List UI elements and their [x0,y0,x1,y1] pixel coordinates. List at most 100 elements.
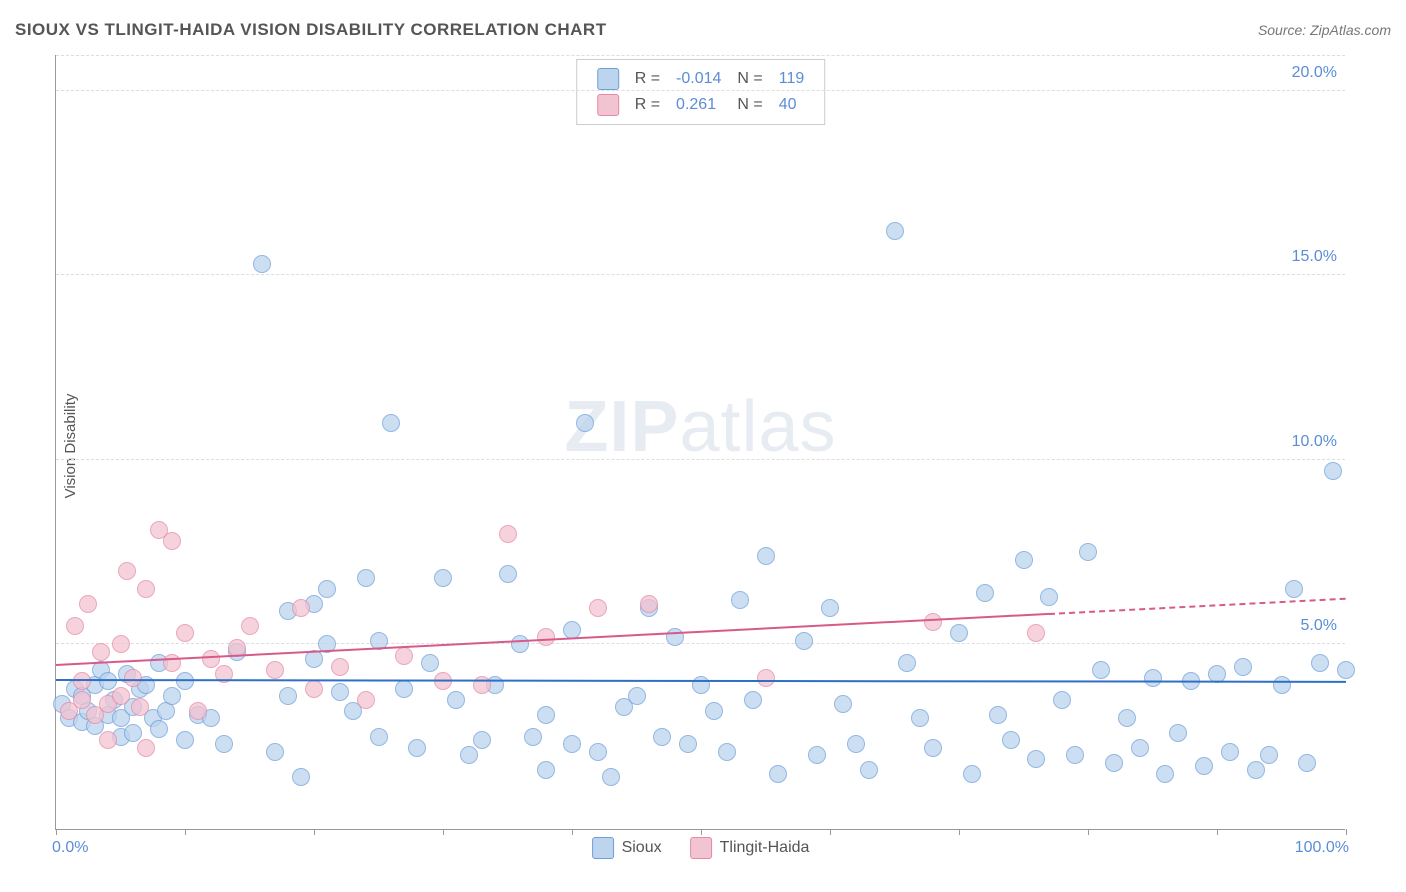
data-point [163,687,181,705]
data-point [1247,761,1265,779]
n-label: N = [729,92,770,118]
n-value-tlingit: 40 [771,92,813,118]
data-point [331,658,349,676]
data-point [653,728,671,746]
data-point [963,765,981,783]
data-point [99,731,117,749]
data-point [769,765,787,783]
data-point [460,746,478,764]
gridline [56,55,1345,56]
title-bar: SIOUX VS TLINGIT-HAIDA VISION DISABILITY… [15,20,1391,40]
x-tick [1088,829,1089,835]
swatch-sioux [597,68,619,90]
data-point [79,595,97,613]
data-point [808,746,826,764]
data-point [679,735,697,753]
data-point [821,599,839,617]
data-point [589,743,607,761]
data-point [499,565,517,583]
data-point [112,635,130,653]
swatch-sioux-icon [592,837,614,859]
data-point [1027,750,1045,768]
data-point [292,599,310,617]
data-point [898,654,916,672]
data-point [692,676,710,694]
x-tick [443,829,444,835]
gridline [56,274,1345,275]
data-point [795,632,813,650]
data-point [911,709,929,727]
legend-stats: R = -0.014 N = 119 R = 0.261 N = 40 [576,59,826,125]
data-point [976,584,994,602]
plot-area: ZIPatlas R = -0.014 N = 119 R = 0.261 N … [55,55,1345,830]
data-point [744,691,762,709]
data-point [1285,580,1303,598]
data-point [602,768,620,786]
data-point [357,569,375,587]
data-point [1311,654,1329,672]
data-point [537,628,555,646]
data-point [189,702,207,720]
data-point [73,672,91,690]
data-point [860,761,878,779]
gridline [56,643,1345,644]
data-point [757,547,775,565]
data-point [163,532,181,550]
y-tick-label: 10.0% [1292,433,1337,451]
legend-row-sioux: R = -0.014 N = 119 [589,66,813,92]
data-point [357,691,375,709]
data-point [1040,588,1058,606]
data-point [241,617,259,635]
data-point [163,654,181,672]
data-point [1053,691,1071,709]
data-point [279,687,297,705]
legend-series: Sioux Tlingit-Haida [592,837,810,859]
y-tick-label: 15.0% [1292,248,1337,266]
x-tick [572,829,573,835]
legend-item-tlingit: Tlingit-Haida [690,837,810,859]
data-point [137,580,155,598]
data-point [628,687,646,705]
x-tick [314,829,315,835]
data-point [73,691,91,709]
x-max-label: 100.0% [1295,839,1349,857]
x-tick [830,829,831,835]
n-label: N = [729,66,770,92]
data-point [524,728,542,746]
data-point [1118,709,1136,727]
watermark-light: atlas [679,387,836,467]
data-point [395,647,413,665]
data-point [1015,551,1033,569]
data-point [118,562,136,580]
y-tick-label: 5.0% [1301,617,1337,635]
data-point [124,669,142,687]
x-tick [1217,829,1218,835]
data-point [576,414,594,432]
data-point [1002,731,1020,749]
legend-label-tlingit: Tlingit-Haida [720,839,810,857]
data-point [266,661,284,679]
x-tick [185,829,186,835]
data-point [1066,746,1084,764]
data-point [99,672,117,690]
data-point [131,698,149,716]
r-label: R = [627,92,668,118]
data-point [176,731,194,749]
legend-item-sioux: Sioux [592,837,662,859]
data-point [150,720,168,738]
data-point [176,624,194,642]
data-point [1273,676,1291,694]
data-point [318,580,336,598]
data-point [757,669,775,687]
data-point [1105,754,1123,772]
data-point [705,702,723,720]
data-point [563,735,581,753]
data-point [447,691,465,709]
data-point [1169,724,1187,742]
x-tick [56,829,57,835]
data-point [640,595,658,613]
trend-line [1049,597,1346,614]
data-point [1195,757,1213,775]
data-point [434,569,452,587]
data-point [886,222,904,240]
